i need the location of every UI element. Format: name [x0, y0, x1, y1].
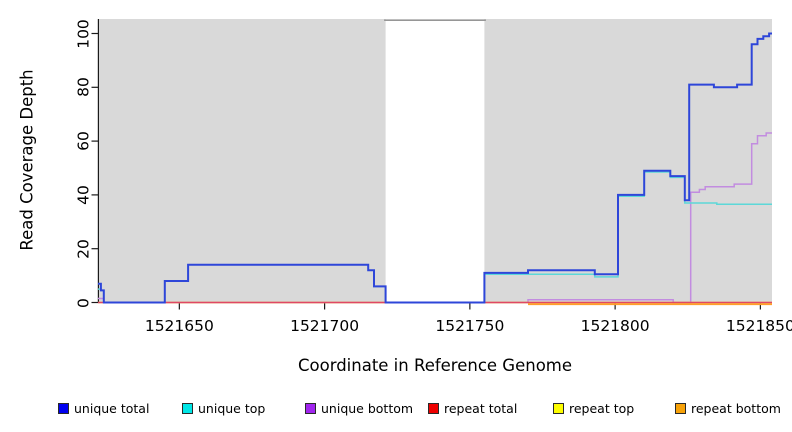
x-tick-label: 1521700: [290, 317, 360, 335]
legend-label: repeat total: [444, 401, 518, 416]
legend-swatch-unique-bottom: [305, 403, 316, 414]
legend-label: unique top: [198, 401, 266, 416]
x-axis-title: Coordinate in Reference Genome: [297, 356, 573, 375]
legend-swatch-repeat-top: [553, 403, 564, 414]
x-tick-label: 1521650: [144, 317, 214, 335]
x-tick-label: 1521750: [435, 317, 505, 335]
y-tick-label: 60: [74, 131, 93, 151]
x-tick-label: 1521850: [725, 317, 792, 335]
legend-label: repeat top: [569, 401, 635, 416]
y-axis-title: Read Coverage Depth: [17, 69, 37, 251]
legend-label: unique total: [74, 401, 150, 416]
legend-swatch-repeat-total: [428, 403, 439, 414]
y-tick-label: 80: [74, 77, 93, 98]
masked-region: [385, 19, 485, 303]
x-tick-label: 1521800: [580, 317, 650, 335]
y-tick-label: 40: [74, 185, 93, 205]
legend-swatch-unique-top: [182, 403, 193, 414]
legend-label: unique bottom: [321, 401, 414, 416]
series-line-unique-bottom: [98, 132, 772, 304]
series-line-unique-total: [98, 32, 772, 304]
y-tick-label: 0: [74, 297, 93, 308]
y-tick-label: 20: [74, 238, 93, 259]
legend-swatch-repeat-bottom: [675, 403, 686, 414]
legend-swatch-unique-total: [58, 403, 69, 414]
y-tick-label: 100: [74, 18, 93, 49]
legend-label: repeat bottom: [691, 401, 781, 416]
